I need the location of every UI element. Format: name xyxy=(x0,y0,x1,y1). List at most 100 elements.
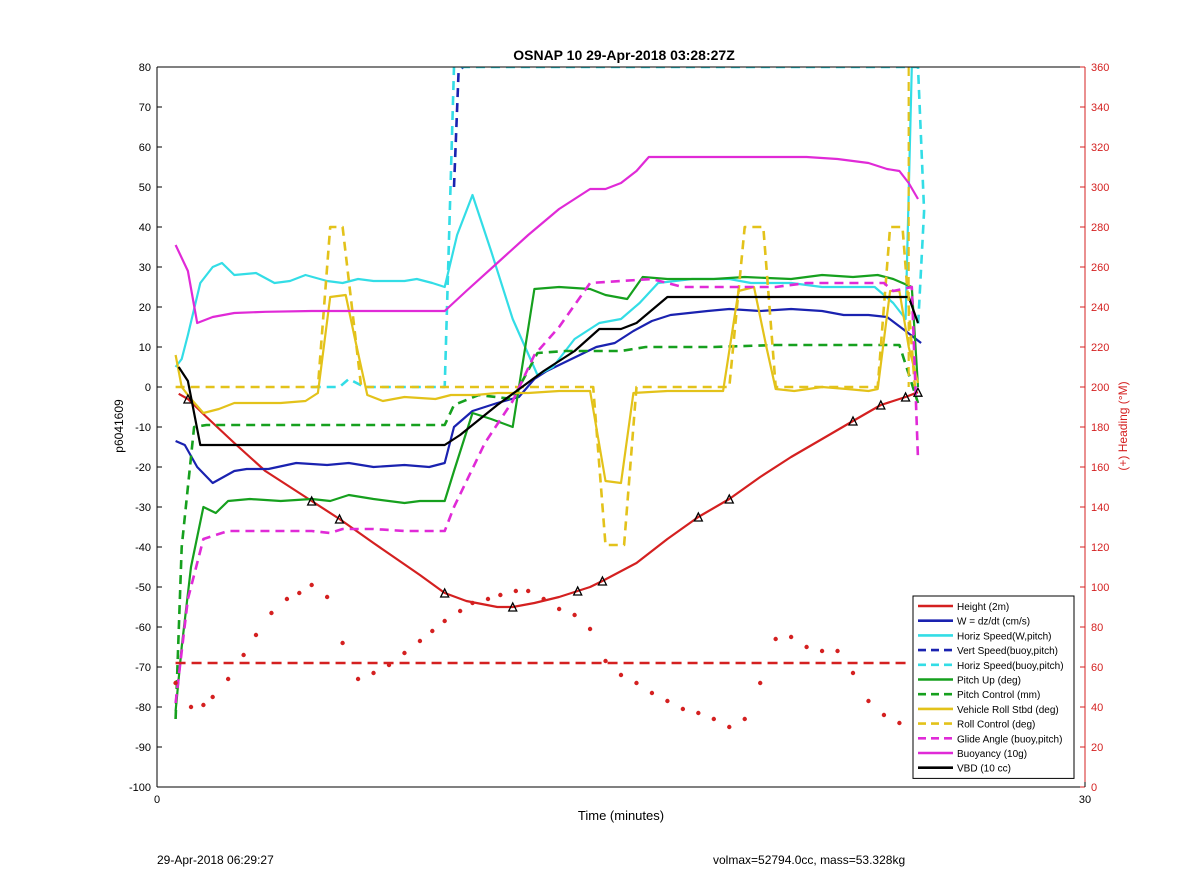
plot-area xyxy=(173,67,964,730)
heading-dot xyxy=(649,690,655,696)
heading-dot xyxy=(284,596,290,602)
series-line-3 xyxy=(452,67,465,188)
triangle-marker xyxy=(693,511,704,522)
heading-dot xyxy=(742,716,747,722)
series-line-1 xyxy=(175,307,922,485)
series-line-4 xyxy=(311,67,926,389)
heading-dot xyxy=(201,702,206,708)
heading-dot xyxy=(430,628,435,634)
triangle-marker xyxy=(572,585,583,596)
y-tick-label: -40 xyxy=(135,542,151,554)
legend-label: Height (2m) xyxy=(957,602,1009,613)
series-line-11 xyxy=(177,295,920,447)
footer-volmax-mass: volmax=52794.0cc, mass=53.328kg xyxy=(713,853,906,867)
triangle-marker xyxy=(334,513,345,524)
heading-dot xyxy=(371,670,376,676)
y2-tick-label: 340 xyxy=(1091,102,1109,114)
series-line-8 xyxy=(175,225,917,547)
series-group xyxy=(173,67,964,730)
y2-tick-label: 360 xyxy=(1091,62,1109,74)
legend-label: Vehicle Roll Stbd (deg) xyxy=(957,705,1059,716)
heading-dot xyxy=(727,724,732,730)
heading-dot xyxy=(696,710,701,716)
triangle-marker xyxy=(912,386,924,397)
y-tick-label: 10 xyxy=(139,342,151,354)
heading-dot xyxy=(556,606,562,612)
y2-tick-label: 120 xyxy=(1091,542,1109,554)
legend-label: Horiz Speed(buoy,pitch) xyxy=(957,661,1064,672)
y-tick-label: -10 xyxy=(135,422,151,434)
heading-dot xyxy=(513,588,519,594)
heading-dot xyxy=(417,638,423,644)
heading-dot xyxy=(297,590,302,596)
x-axis-label: Time (minutes) xyxy=(578,808,664,823)
y-tick-label: -80 xyxy=(135,702,151,714)
y2-tick-label: 40 xyxy=(1091,702,1103,714)
heading-dot xyxy=(897,720,902,726)
y-tick-label: -30 xyxy=(135,502,151,514)
y2-tick-label: 20 xyxy=(1091,742,1103,754)
y-tick-label: 20 xyxy=(139,302,151,314)
heading-dot xyxy=(587,626,593,632)
y-tick-label: -90 xyxy=(135,742,151,754)
legend: Height (2m) W = dz/dt (cm/s) Horiz Speed(W… xyxy=(912,595,1075,779)
heading-dot xyxy=(309,582,314,588)
y2-tick-label: 160 xyxy=(1091,462,1109,474)
heading-dot xyxy=(386,662,392,668)
x-tick-label: 30 xyxy=(1079,794,1091,806)
triangle-marker xyxy=(875,399,886,410)
y2-tick-label: 240 xyxy=(1091,302,1109,314)
series-line-7 xyxy=(174,285,920,485)
heading-dot xyxy=(253,632,259,638)
heading-dot xyxy=(442,618,447,624)
y-tick-label: 70 xyxy=(139,102,151,114)
heading-dot xyxy=(324,594,330,600)
y2-tick-label: 280 xyxy=(1091,222,1109,234)
heading-dot xyxy=(470,600,475,606)
footer-timestamp: 29-Apr-2018 06:29:27 xyxy=(157,853,274,867)
y2-tick-label: 180 xyxy=(1091,422,1109,434)
triangle-marker xyxy=(900,391,911,402)
chart-title: OSNAP 10 29-Apr-2018 03:28:27Z xyxy=(513,47,735,63)
heading-dot xyxy=(572,612,577,618)
legend-label: Vert Speed(buoy,pitch) xyxy=(957,646,1058,657)
heading-dot xyxy=(269,610,274,616)
heading-dot xyxy=(711,716,716,722)
heading-dot xyxy=(603,658,608,664)
legend-label: Pitch Up (deg) xyxy=(957,676,1021,687)
heading-dot xyxy=(835,648,840,654)
y-tick-label: 60 xyxy=(139,142,151,154)
y-tick-label: 80 xyxy=(139,62,151,74)
heading-dot xyxy=(788,634,794,640)
series-line-0 xyxy=(178,391,919,609)
y2-tick-label: 80 xyxy=(1091,622,1103,634)
y-axis-label: p6041609 xyxy=(112,399,126,453)
y2-tick-label: 320 xyxy=(1091,142,1109,154)
heading-dot xyxy=(665,698,670,704)
heading-dot xyxy=(773,636,778,642)
series-line-9 xyxy=(174,277,920,704)
heading-dot xyxy=(850,670,856,676)
heading-dot xyxy=(355,676,361,682)
y-tick-label: -60 xyxy=(135,622,151,634)
legend-box xyxy=(912,595,1075,779)
heading-dot xyxy=(866,698,871,704)
heading-dot xyxy=(526,588,531,594)
heading-dot xyxy=(225,676,231,682)
legend-label: Pitch Control (mm) xyxy=(957,690,1040,701)
y2-tick-label: 260 xyxy=(1091,262,1109,274)
legend-label: Buoyancy (10g) xyxy=(957,749,1027,760)
triangle-marker xyxy=(847,415,859,426)
y-tick-label: -20 xyxy=(135,462,151,474)
heading-dot xyxy=(485,596,491,602)
heading-dot xyxy=(819,648,825,654)
triangle-marker xyxy=(182,393,193,404)
y2-tick-label: 60 xyxy=(1091,662,1103,674)
y2-tick-label: 220 xyxy=(1091,342,1109,354)
axes: -100-90-80-70-60-50-40-30-20-10010203040… xyxy=(129,62,1109,806)
y-tick-label: 30 xyxy=(139,262,151,274)
heading-dot xyxy=(457,608,463,614)
series-line-5 xyxy=(174,273,920,712)
y-tick-label: -50 xyxy=(135,582,151,594)
